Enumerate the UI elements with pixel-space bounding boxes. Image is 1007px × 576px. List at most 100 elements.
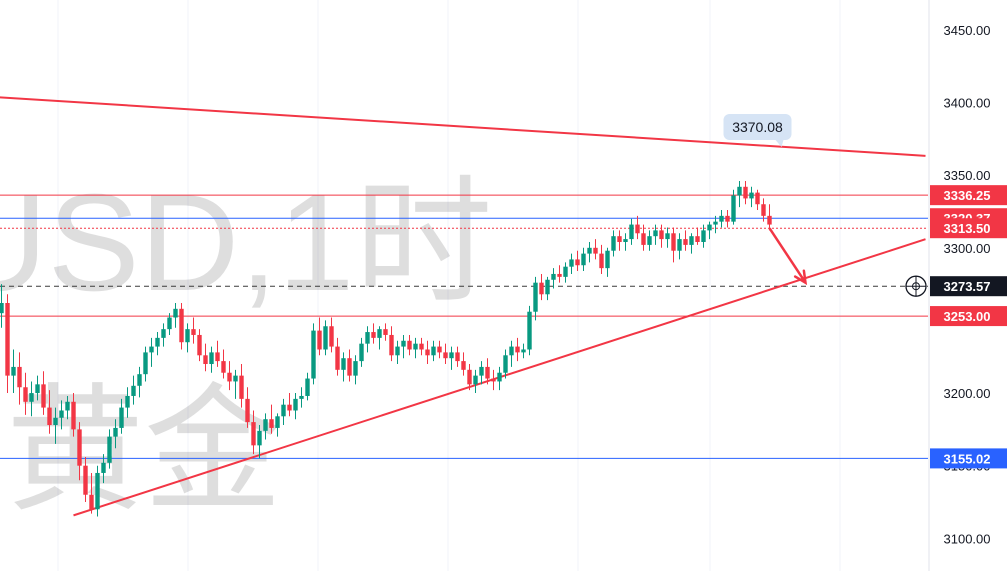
candle (755, 189, 760, 211)
candle-body (389, 334, 394, 356)
candle (389, 326, 394, 362)
candle-body (311, 330, 316, 379)
candle (497, 366, 502, 391)
candle (557, 265, 562, 283)
crosshair-target-icon[interactable] (905, 275, 927, 297)
candle (41, 371, 46, 415)
crosshair-target-core[interactable] (912, 282, 920, 291)
candle-body (257, 430, 262, 446)
horizontal-levels (0, 194, 928, 459)
candle-body (365, 332, 370, 344)
candle-body (419, 343, 424, 350)
candle-body (539, 282, 544, 295)
candle (365, 326, 370, 353)
candle (17, 352, 22, 405)
candle-body (515, 346, 520, 353)
candle-body (119, 407, 124, 428)
candle-body (749, 192, 754, 199)
candle (449, 346, 454, 370)
price-label-box-red (930, 218, 1007, 239)
candle-body (233, 375, 238, 382)
price-label: 3155.02 (944, 451, 991, 466)
candle-body (551, 273, 556, 280)
candle-body (665, 233, 670, 240)
price-label: 3273.57 (944, 279, 991, 294)
candle-body (767, 215, 772, 225)
candle-body (17, 366, 22, 388)
candle-body (11, 366, 16, 376)
candle-body (161, 329, 166, 338)
candle (359, 337, 364, 367)
candle-body (545, 279, 550, 295)
candle (749, 186, 754, 208)
candle (737, 180, 742, 208)
candle (221, 349, 226, 379)
candle-body (755, 192, 760, 205)
candle (167, 313, 172, 335)
candle (467, 364, 472, 391)
candle (515, 337, 520, 362)
candle (491, 369, 496, 391)
candle-body (719, 215, 724, 222)
price-label-box-red (930, 306, 1007, 327)
candle (533, 276, 538, 321)
candle-body (647, 236, 652, 245)
candle (77, 422, 82, 481)
candle-body (23, 387, 28, 402)
candle-body (491, 378, 496, 382)
candle (275, 413, 280, 437)
candle-body (737, 186, 742, 196)
candle (197, 329, 202, 362)
candle (653, 224, 658, 245)
candle-body (593, 247, 598, 254)
candles (0, 180, 772, 517)
candle-body (221, 361, 226, 373)
candle-body (323, 326, 328, 350)
candle-body (143, 352, 148, 375)
candle (563, 262, 568, 283)
candle-body (35, 384, 40, 394)
candle (659, 224, 664, 248)
candle (431, 340, 436, 362)
price-axis[interactable]: 3450.003400.003350.003300.003200.003150.… (905, 0, 1007, 571)
candle (461, 352, 466, 376)
candle (605, 247, 610, 277)
candle-body (245, 398, 250, 423)
candle (443, 343, 448, 365)
callout-label: 3370.08 (732, 119, 783, 135)
candle (731, 189, 736, 225)
projection-arrow[interactable] (768, 227, 808, 286)
candle-body (449, 352, 454, 359)
candle-body (527, 311, 532, 350)
candle (689, 233, 694, 254)
candle-body (335, 346, 340, 370)
candle-body (437, 346, 442, 353)
candle-body (251, 422, 256, 446)
arrow-head[interactable] (793, 269, 808, 286)
candle-body (275, 416, 280, 428)
price-label: 3313.50 (944, 221, 991, 236)
price-label-box-blue (930, 448, 1007, 469)
candle (119, 398, 124, 434)
candle-body (743, 186, 748, 199)
candle (95, 465, 100, 517)
candle (245, 387, 250, 428)
arrow-shaft[interactable] (768, 227, 807, 284)
candle (11, 349, 16, 394)
candle-body (557, 273, 562, 277)
candle (179, 303, 184, 350)
candle (107, 429, 112, 469)
candle-body (191, 329, 196, 335)
candle (707, 221, 712, 240)
candle (545, 276, 550, 301)
candle (479, 361, 484, 385)
candle-body (95, 472, 100, 510)
candle-body (359, 343, 364, 362)
candle-body (89, 494, 94, 510)
trendline-upper-resistance[interactable] (0, 96, 926, 157)
candle-body (113, 427, 118, 437)
candle (23, 372, 28, 415)
candle (551, 268, 556, 289)
